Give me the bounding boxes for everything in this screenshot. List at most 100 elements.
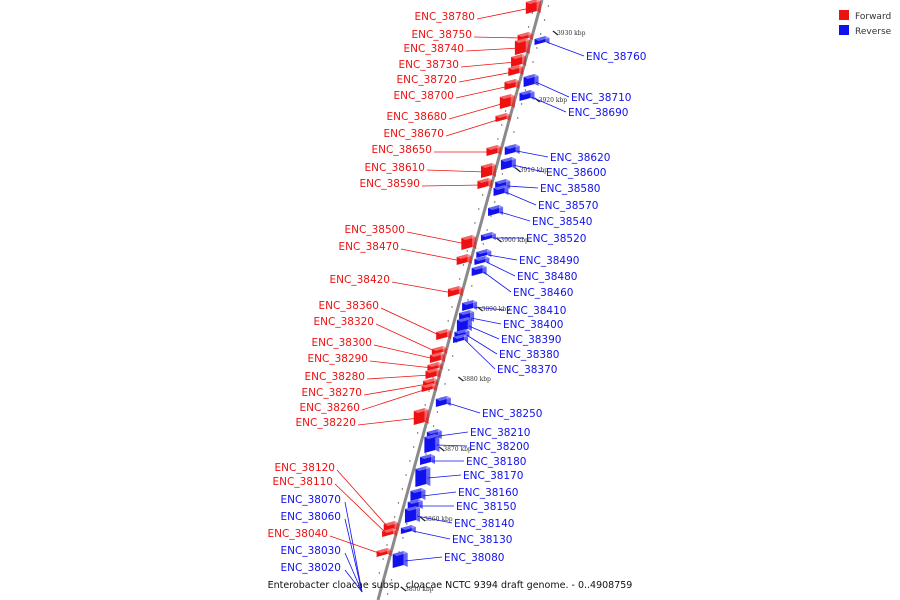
forward-gene-label[interactable]: ENC_38750 [412, 29, 472, 41]
reverse-gene-label[interactable]: ENC_38210 [470, 427, 530, 439]
forward-gene-label[interactable]: ENC_38730 [399, 59, 459, 71]
reverse-gene-feature[interactable] [504, 144, 520, 155]
reverse-gene-label[interactable]: ENC_38520 [526, 233, 586, 245]
reverse-gene-feature[interactable] [456, 317, 472, 332]
reverse-gene-feature[interactable] [488, 205, 504, 216]
reverse-gene-label[interactable]: ENC_38130 [452, 534, 512, 546]
reverse-gene-label[interactable]: ENC_38140 [454, 518, 514, 530]
reverse-gene-feature[interactable] [435, 396, 451, 407]
reverse-gene-label[interactable]: ENC_38490 [519, 255, 579, 267]
forward-gene-feature[interactable] [461, 235, 477, 250]
forward-gene-feature[interactable] [425, 368, 441, 379]
reverse-gene-feature[interactable] [500, 157, 516, 170]
forward-gene-feature[interactable] [436, 329, 452, 340]
reverse-gene-feature[interactable] [519, 90, 535, 101]
reverse-gene-label[interactable]: ENC_38150 [456, 501, 516, 513]
forward-gene-label[interactable]: ENC_38110 [273, 476, 333, 488]
reverse-gene-feature[interactable] [462, 300, 478, 311]
reverse-gene-label[interactable]: ENC_38060 [281, 511, 341, 523]
reverse-gene-feature[interactable] [471, 265, 487, 276]
forward-gene-label[interactable]: ENC_38120 [275, 462, 335, 474]
reverse-gene-feature[interactable] [534, 36, 550, 45]
forward-gene-label[interactable]: ENC_38420 [330, 274, 390, 286]
reverse-gene-label[interactable]: ENC_38250 [482, 408, 542, 420]
reverse-label-leader [546, 41, 585, 57]
forward-gene-label[interactable]: ENC_38220 [296, 417, 356, 429]
forward-gene-feature[interactable] [486, 145, 502, 156]
reverse-gene-label[interactable]: ENC_38620 [550, 152, 610, 164]
forward-gene-label[interactable]: ENC_38040 [268, 528, 328, 540]
reverse-gene-label[interactable]: ENC_38070 [281, 494, 341, 506]
forward-gene-feature[interactable] [456, 254, 472, 265]
scale-tick-label: 3880 kbp [462, 376, 491, 383]
forward-gene-label[interactable]: ENC_38650 [372, 144, 432, 156]
forward-gene-feature[interactable] [413, 408, 429, 425]
forward-gene-label[interactable]: ENC_38740 [404, 43, 464, 55]
forward-gene-label[interactable]: ENC_38700 [394, 90, 454, 102]
forward-gene-label[interactable]: ENC_38260 [300, 402, 360, 414]
reverse-gene-label[interactable]: ENC_38580 [540, 183, 600, 195]
reverse-gene-label[interactable]: ENC_38480 [517, 271, 577, 283]
forward-gene-label[interactable]: ENC_38360 [319, 300, 379, 312]
reverse-gene-label[interactable]: ENC_38410 [506, 305, 566, 317]
reverse-gene-label[interactable]: ENC_38370 [497, 364, 557, 376]
forward-gene-feature[interactable] [429, 352, 445, 363]
reverse-label-leader [535, 81, 570, 98]
forward-gene-feature[interactable] [376, 548, 392, 557]
reverse-gene-feature[interactable] [420, 454, 436, 465]
reverse-gene-feature[interactable] [523, 74, 539, 87]
reverse-gene-label[interactable]: ENC_38160 [458, 487, 518, 499]
reverse-gene-label[interactable]: ENC_38180 [466, 456, 526, 468]
forward-gene-label[interactable]: ENC_38670 [384, 128, 444, 140]
forward-gene-label[interactable]: ENC_38270 [302, 387, 362, 399]
reverse-gene-feature[interactable] [407, 499, 423, 510]
forward-gene-feature[interactable] [525, 0, 541, 14]
reverse-gene-feature[interactable] [424, 434, 440, 453]
reverse-gene-label[interactable]: ENC_38690 [568, 107, 628, 119]
reverse-gene-feature[interactable] [404, 506, 420, 523]
backbone-dot [416, 432, 419, 434]
forward-gene-label[interactable]: ENC_38300 [312, 337, 372, 349]
reverse-gene-label[interactable]: ENC_38540 [532, 216, 592, 228]
forward-gene-label[interactable]: ENC_38720 [397, 74, 457, 86]
reverse-gene-label[interactable]: ENC_38080 [444, 552, 504, 564]
reverse-gene-feature[interactable] [392, 551, 408, 568]
forward-gene-feature[interactable] [514, 38, 530, 55]
reverse-gene-feature[interactable] [415, 466, 431, 487]
forward-gene-feature[interactable] [508, 65, 524, 76]
forward-gene-label[interactable]: ENC_38290 [308, 353, 368, 365]
forward-gene-feature[interactable] [477, 178, 493, 189]
forward-gene-feature[interactable] [499, 94, 515, 109]
reverse-gene-feature[interactable] [493, 185, 509, 196]
forward-gene-label[interactable]: ENC_38500 [345, 224, 405, 236]
forward-gene-label[interactable]: ENC_38610 [365, 162, 425, 174]
reverse-gene-label[interactable]: ENC_38460 [513, 287, 573, 299]
reverse-gene-label[interactable]: ENC_38020 [281, 562, 341, 574]
backbone-dot [543, 19, 546, 21]
forward-gene-label[interactable]: ENC_38680 [387, 111, 447, 123]
reverse-gene-feature[interactable] [474, 256, 490, 265]
forward-gene-feature[interactable] [504, 79, 520, 90]
forward-gene-feature[interactable] [382, 528, 398, 537]
forward-gene-label[interactable]: ENC_38470 [339, 241, 399, 253]
forward-gene-label[interactable]: ENC_38780 [415, 11, 475, 23]
reverse-gene-label[interactable]: ENC_38170 [463, 470, 523, 482]
reverse-gene-label[interactable]: ENC_38710 [571, 92, 631, 104]
reverse-gene-label[interactable]: ENC_38200 [469, 441, 529, 453]
reverse-gene-label[interactable]: ENC_38400 [503, 319, 563, 331]
forward-gene-label[interactable]: ENC_38590 [360, 178, 420, 190]
reverse-gene-label[interactable]: ENC_38600 [546, 167, 606, 179]
reverse-gene-label[interactable]: ENC_38380 [499, 349, 559, 361]
reverse-gene-label[interactable]: ENC_38760 [586, 51, 646, 63]
reverse-gene-feature[interactable] [400, 525, 416, 534]
reverse-gene-feature[interactable] [410, 488, 426, 501]
forward-gene-feature[interactable] [480, 163, 496, 178]
forward-gene-feature[interactable] [511, 54, 527, 67]
reverse-gene-label[interactable]: ENC_38030 [281, 545, 341, 557]
reverse-gene-label[interactable]: ENC_38390 [501, 334, 561, 346]
forward-gene-label[interactable]: ENC_38280 [305, 371, 365, 383]
reverse-gene-feature[interactable] [480, 232, 496, 241]
forward-gene-label[interactable]: ENC_38320 [314, 316, 374, 328]
forward-gene-feature[interactable] [447, 286, 463, 297]
reverse-gene-label[interactable]: ENC_38570 [538, 200, 598, 212]
